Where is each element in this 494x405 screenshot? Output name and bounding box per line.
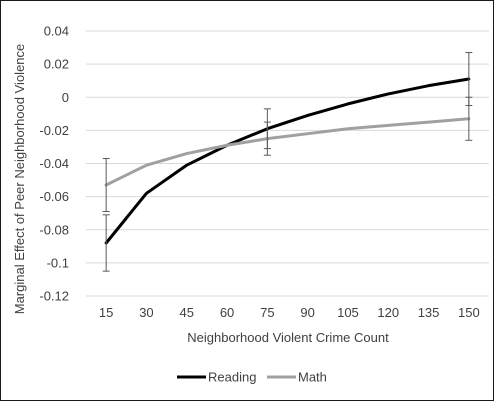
legend-label: Reading xyxy=(208,370,256,385)
y-axis-label: Marginal Effect of Peer Neighborhood Vio… xyxy=(12,44,27,315)
y-tick-labels: 0.04 0.02 0 -0.02 -0.04 -0.06 -0.08 -0.1 -0.12 xyxy=(39,24,69,304)
x-tick-label: 45 xyxy=(180,305,194,320)
y-tick-label: -0.04 xyxy=(39,156,69,171)
legend-item-reading: Reading xyxy=(177,370,256,385)
x-tick-label: 15 xyxy=(99,305,113,320)
series-lines xyxy=(104,77,471,245)
error-bar-math xyxy=(263,121,271,156)
y-tick-label: -0.06 xyxy=(39,189,69,204)
gridlines xyxy=(86,30,489,297)
x-tick-labels: 15 30 45 60 75 90 105 120 135 150 xyxy=(99,305,480,320)
y-tick-label: -0.1 xyxy=(47,255,69,270)
legend: Reading Math xyxy=(177,370,327,385)
x-tick-label: 135 xyxy=(418,305,440,320)
y-tick-label: -0.12 xyxy=(39,289,69,304)
error-bar-reading xyxy=(102,214,110,272)
y-tick-label: 0.02 xyxy=(44,57,69,72)
legend-label: Math xyxy=(298,370,327,385)
series-line-math xyxy=(104,117,471,187)
error-bar-math xyxy=(102,158,110,213)
error-bar-math xyxy=(465,96,473,141)
x-tick-label: 150 xyxy=(458,305,480,320)
x-tick-label: 120 xyxy=(377,305,399,320)
x-tick-label: 75 xyxy=(260,305,274,320)
x-axis-label: Neighborhood Violent Crime Count xyxy=(187,330,389,345)
x-tick-label: 90 xyxy=(300,305,314,320)
error-bars xyxy=(102,52,473,272)
x-tick-label: 105 xyxy=(337,305,359,320)
y-tick-label: 0 xyxy=(62,90,69,105)
y-tick-label: -0.08 xyxy=(39,222,69,237)
x-tick-label: 30 xyxy=(139,305,153,320)
legend-item-math: Math xyxy=(267,370,327,385)
series-line-reading xyxy=(104,77,471,245)
y-tick-label: 0.04 xyxy=(44,24,69,39)
x-tick-label: 60 xyxy=(220,305,234,320)
y-tick-label: -0.02 xyxy=(39,123,69,138)
